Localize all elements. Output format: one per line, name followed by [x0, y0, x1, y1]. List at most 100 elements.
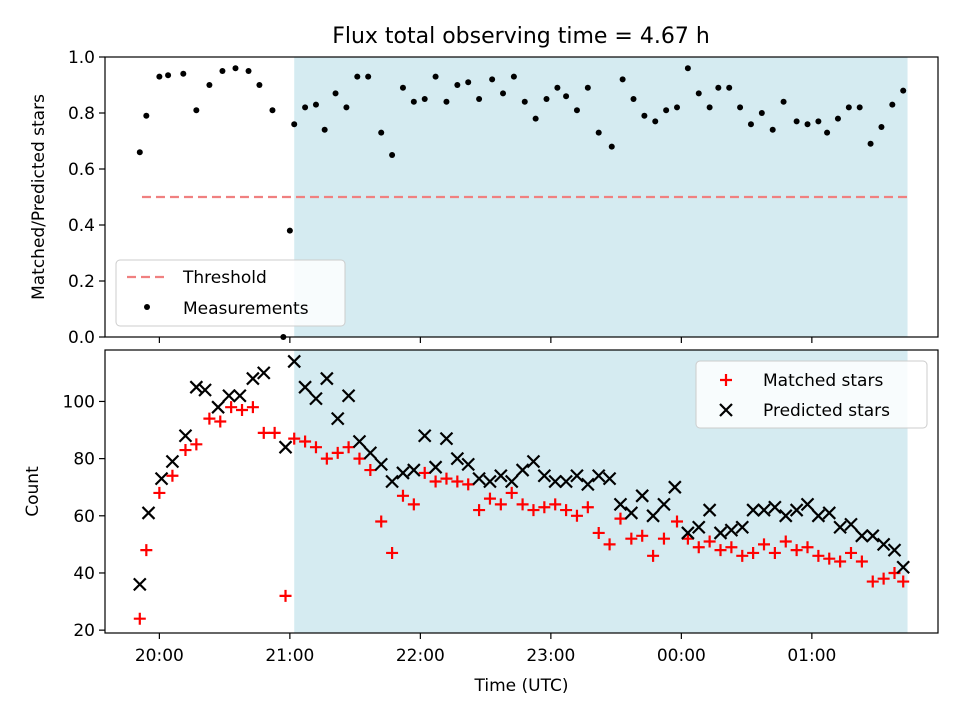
- data-point: [375, 515, 388, 528]
- top-panel: 0.0 0.2 0.4 0.6 0.8 1.0 Matched/Predicted star…: [29, 48, 939, 348]
- data-point: [866, 575, 879, 588]
- axes-frame: [104, 349, 939, 634]
- data-point: [768, 546, 781, 559]
- bottom-panel: 20 40 60 80 100 20:00 21:00 22:00 23:00 00:00 01:0…: [23, 349, 939, 696]
- data-point: [581, 477, 595, 492]
- x-tick-label: 23:00: [526, 646, 575, 666]
- data-point: [800, 497, 815, 512]
- legend: Matched stars Predicted stars: [695, 360, 928, 429]
- data-point: [668, 480, 682, 494]
- data-point: [591, 469, 606, 483]
- data-point: [440, 472, 453, 485]
- data-point: [352, 434, 367, 449]
- data-point: [286, 227, 293, 234]
- data-point: [855, 555, 868, 568]
- y-axis-label: Count: [23, 466, 43, 517]
- data-point: [476, 96, 483, 102]
- data-point: [641, 112, 648, 119]
- data-point: [365, 73, 372, 80]
- data-point: [746, 503, 760, 517]
- data-point: [845, 104, 852, 111]
- y-axis-label: Matched/Predicted stars: [29, 94, 49, 300]
- data-point: [844, 517, 858, 532]
- data-point: [789, 503, 804, 517]
- data-point: [451, 475, 464, 488]
- data-point: [768, 500, 782, 514]
- data-point: [489, 76, 496, 83]
- data-point: [288, 432, 301, 445]
- data-point: [823, 552, 836, 565]
- data-point: [302, 104, 309, 111]
- data-point: [681, 526, 695, 540]
- series-measurements: [136, 65, 907, 340]
- data-point: [364, 464, 377, 477]
- x-tick-label: 20:00: [135, 646, 184, 666]
- y-tick-label: 0.8: [68, 104, 95, 124]
- data-point: [889, 101, 896, 108]
- data-point: [472, 471, 486, 486]
- data-point: [515, 463, 530, 477]
- data-point: [269, 107, 276, 114]
- data-point: [563, 93, 570, 100]
- data-point: [374, 457, 388, 472]
- data-point: [136, 149, 143, 156]
- data-point: [450, 451, 465, 466]
- data-point: [584, 84, 591, 91]
- data-point: [189, 380, 204, 394]
- data-point: [657, 497, 671, 512]
- data-point: [287, 354, 301, 369]
- data-point: [652, 118, 659, 125]
- data-point: [663, 107, 670, 114]
- data-point: [417, 428, 432, 443]
- data-point: [758, 538, 771, 551]
- data-point: [560, 504, 573, 517]
- data-point: [154, 471, 169, 486]
- data-point: [256, 366, 271, 380]
- data-point: [432, 73, 439, 80]
- data-point: [245, 68, 252, 74]
- data-point: [896, 560, 910, 575]
- data-point: [758, 110, 765, 116]
- data-point: [429, 475, 442, 488]
- data-point: [630, 96, 637, 102]
- data-point: [636, 529, 649, 542]
- data-point: [538, 501, 551, 514]
- data-point: [410, 98, 417, 105]
- data-point: [757, 503, 771, 517]
- data-point: [483, 492, 496, 505]
- data-point: [407, 463, 421, 477]
- axes-frame: [104, 56, 939, 338]
- legend: Threshold Measurements: [115, 259, 346, 327]
- data-point: [537, 469, 552, 483]
- data-point: [824, 129, 831, 136]
- data-point: [877, 572, 890, 585]
- data-point: [876, 537, 891, 552]
- data-point: [549, 498, 562, 511]
- data-point: [211, 400, 225, 414]
- data-point: [573, 107, 580, 114]
- data-point: [581, 501, 594, 514]
- data-point: [299, 435, 312, 448]
- data-point: [812, 549, 825, 562]
- x-tick-label: 22:00: [396, 646, 445, 666]
- y-tick-label: 0.2: [68, 272, 95, 292]
- data-point: [769, 126, 776, 133]
- data-point: [504, 474, 519, 489]
- data-point: [726, 84, 733, 91]
- data-point: [165, 454, 180, 469]
- data-point: [543, 96, 550, 102]
- data-point: [279, 589, 292, 602]
- data-point: [236, 404, 249, 417]
- data-point: [865, 529, 880, 543]
- data-point: [603, 538, 616, 551]
- data-point: [646, 509, 660, 523]
- legend-predicted-swatch: [719, 403, 733, 417]
- data-point: [500, 90, 507, 97]
- data-point: [153, 486, 166, 499]
- data-point: [779, 535, 792, 548]
- data-point: [725, 541, 738, 554]
- data-point: [378, 129, 385, 136]
- data-point: [386, 546, 399, 559]
- data-point: [681, 532, 694, 545]
- data-point: [166, 469, 179, 482]
